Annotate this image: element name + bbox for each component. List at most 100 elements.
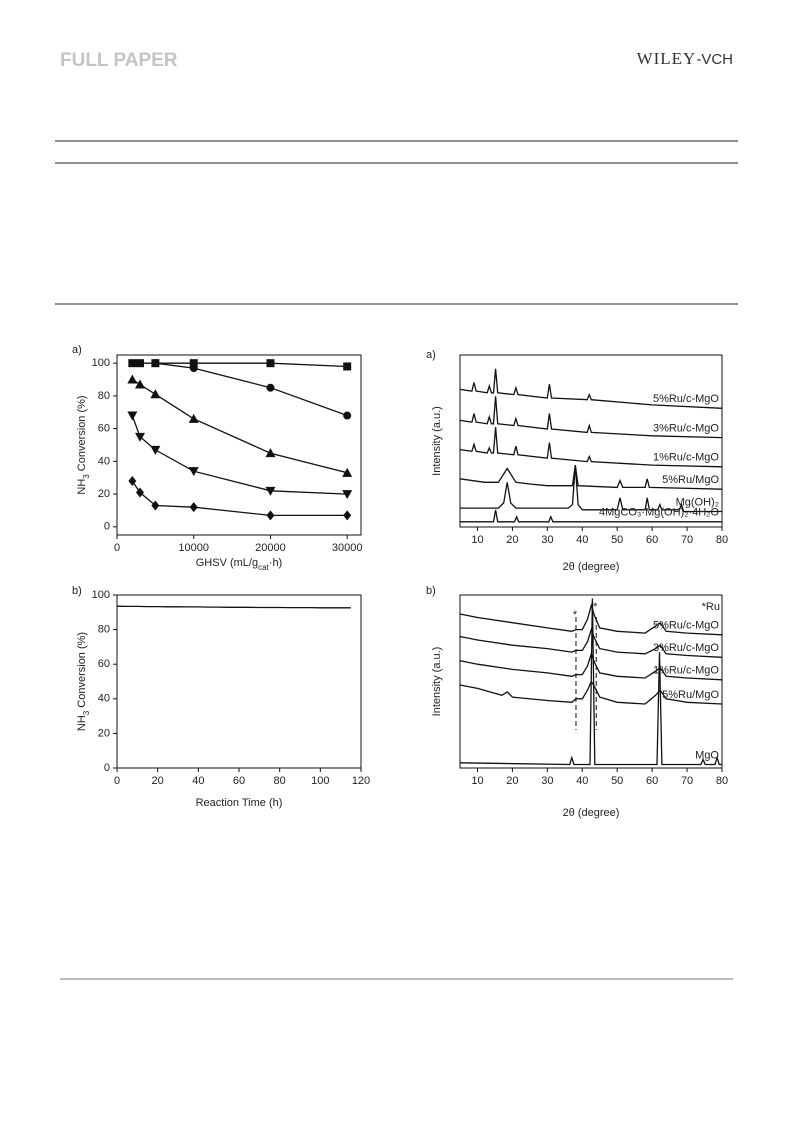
x-tick-label: 30000	[332, 542, 363, 554]
marker	[343, 510, 352, 521]
x-tick-label: 10	[471, 534, 483, 546]
data-line	[459, 598, 722, 766]
series-label: 3%Ru/c-MgO	[653, 422, 719, 434]
y-axis-label-part: 3	[82, 710, 91, 715]
marker	[188, 467, 199, 477]
y-axis-label-part: NH	[76, 715, 88, 731]
plot-frame	[459, 354, 723, 528]
marker	[150, 445, 161, 455]
y-tick-label: 0	[104, 521, 110, 533]
x-tick-label: 50	[611, 534, 623, 546]
y-axis-label-part: 3	[82, 474, 91, 479]
series-label: 1%Ru/c-MgO	[653, 452, 719, 464]
marker	[342, 490, 353, 500]
x-tick-label: 120	[352, 775, 370, 787]
y-axis-label-part: Conversion (%)	[76, 632, 88, 711]
section-header: FULL PAPER	[60, 50, 178, 71]
y-axis-label-part: Conversion (%)	[76, 395, 88, 474]
x-axis-label: 2θ (degree)	[563, 807, 620, 819]
series-label: 3%Ru/c-MgO	[653, 642, 719, 654]
data-line	[460, 509, 722, 523]
x-tick-label: 30	[541, 775, 553, 787]
marker	[136, 487, 145, 498]
plot-frame	[116, 594, 362, 769]
data-line	[131, 415, 348, 495]
y-tick-label: 80	[98, 624, 110, 636]
marker	[266, 359, 275, 368]
y-axis-label: Intensity (a.u.)	[431, 406, 443, 476]
series-label: 5%Ru/c-MgO	[653, 393, 719, 405]
x-axis-label-part: 2θ (degree)	[563, 561, 620, 573]
data-line	[155, 362, 348, 417]
x-tick-label: 70	[681, 775, 693, 787]
marker	[127, 374, 138, 384]
marker	[150, 389, 161, 399]
y-tick-label: 60	[98, 423, 110, 435]
x-tick-label: 20	[152, 775, 164, 787]
series-label: 1%Ru/c-MgO	[653, 665, 719, 677]
x-tick-label: 70	[681, 534, 693, 546]
x-tick-label: 40	[576, 775, 588, 787]
x-tick-label: 60	[646, 775, 658, 787]
marker	[151, 359, 160, 368]
series-label: MgO	[695, 749, 719, 761]
data-line	[131, 378, 348, 474]
x-tick-label: 80	[716, 534, 728, 546]
x-tick-label: 100	[311, 775, 329, 787]
marker	[189, 502, 198, 513]
plot-frame	[459, 594, 723, 769]
marker	[266, 383, 275, 392]
x-axis-label: Reaction Time (h)	[196, 797, 283, 809]
x-axis-label-part: cat	[258, 563, 269, 572]
marker	[128, 359, 137, 368]
series-label: Mg(OH)₂	[676, 496, 719, 508]
data-line	[459, 427, 723, 468]
panel-label: b)	[426, 585, 436, 597]
x-tick-label: 10	[471, 775, 483, 787]
data-line	[459, 680, 723, 705]
y-axis-label: NH3 Conversion (%)	[76, 395, 91, 494]
panel-label: b)	[72, 585, 82, 597]
x-tick-label: 60	[233, 775, 245, 787]
marker	[189, 364, 198, 373]
series-label: 5%Ru/c-MgO	[653, 620, 719, 632]
plot-frame	[116, 354, 362, 536]
y-tick-label: 40	[98, 693, 110, 705]
marker	[265, 486, 276, 496]
marker	[151, 500, 160, 511]
y-axis-label-part: Intensity (a.u.)	[431, 406, 443, 476]
x-tick-label: 50	[611, 775, 623, 787]
x-tick-label: 30	[541, 534, 553, 546]
data-line	[459, 396, 723, 439]
x-tick-label: 0	[114, 542, 120, 554]
publisher: WILEY-VCH	[637, 49, 733, 68]
data-line	[116, 605, 351, 609]
data-line	[460, 465, 722, 513]
y-axis-label-part: NH	[76, 479, 88, 495]
x-tick-label: 80	[716, 775, 728, 787]
x-axis-label-part: ·h)	[269, 557, 282, 569]
x-tick-label: 0	[114, 775, 120, 787]
marker	[265, 448, 276, 458]
y-tick-label: 20	[98, 488, 110, 500]
x-axis-label-part: Reaction Time (h)	[196, 797, 283, 809]
publisher-name: WILEY	[637, 49, 697, 68]
series-label: 4MgCO₃·Mg(OH)₂·4H₂O	[599, 507, 719, 519]
publisher-suffix: -VCH	[696, 51, 733, 68]
marker	[266, 510, 275, 521]
x-tick-label: 20	[506, 775, 518, 787]
x-tick-label: 40	[192, 775, 204, 787]
marker	[128, 476, 137, 486]
x-tick-label: 40	[576, 534, 588, 546]
y-axis-label: Intensity (a.u.)	[431, 647, 443, 717]
x-tick-label: 10000	[178, 542, 209, 554]
marker	[342, 467, 353, 477]
y-tick-label: 100	[92, 589, 110, 601]
data-line	[459, 465, 723, 490]
marker	[188, 413, 199, 423]
marker	[136, 359, 145, 368]
annotation: *	[573, 609, 578, 621]
x-axis-label: 2θ (degree)	[563, 561, 620, 573]
y-tick-label: 100	[92, 357, 110, 369]
